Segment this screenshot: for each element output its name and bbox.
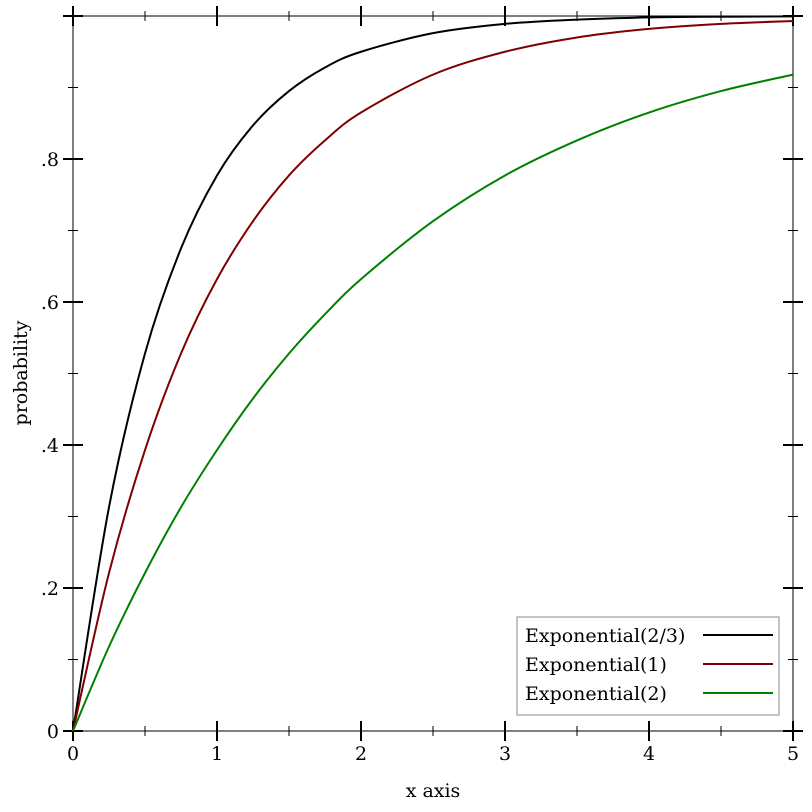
series-layer [72, 15, 794, 732]
legend-box [516, 616, 780, 716]
x-tick-label: 0 [67, 743, 79, 765]
y-tick-label: .2 [41, 578, 59, 600]
x-tick-label: 4 [643, 743, 655, 765]
series-line-2 [72, 73, 794, 732]
axis-ticks: 0 1 2 3 4 5 0 .2 .4 .6 .8 [41, 6, 803, 765]
y-axis-label: probability [10, 320, 32, 425]
y-tick-label: .6 [41, 292, 59, 314]
x-tick-label: 2 [355, 743, 367, 765]
legend: Exponential(2/3) Exponential(1) Exponentia… [516, 616, 780, 716]
y-tick-label: .8 [41, 149, 59, 171]
x-tick-label: 3 [499, 743, 511, 765]
x-tick-label: 5 [787, 743, 799, 765]
legend-label-0: Exponential(2/3) [525, 625, 685, 647]
y-tick-label: .4 [41, 435, 59, 457]
legend-label-1: Exponential(1) [525, 654, 667, 676]
x-tick-label: 1 [211, 743, 223, 765]
series-line-1 [72, 20, 794, 732]
legend-label-2: Exponential(2) [525, 683, 667, 705]
y-tick-label: 0 [47, 721, 59, 743]
series-line-0 [72, 15, 794, 732]
x-axis-label: x axis [406, 780, 461, 802]
